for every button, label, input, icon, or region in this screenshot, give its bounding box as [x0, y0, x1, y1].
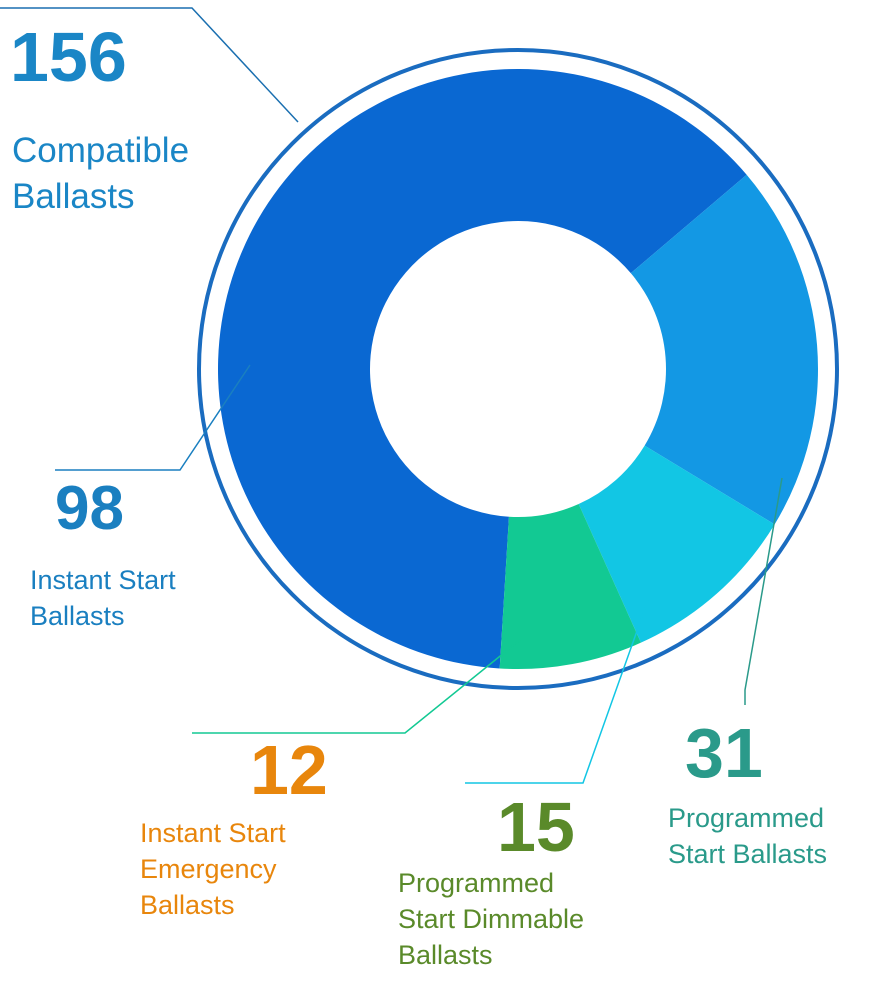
- category-label: Programmed Start Ballasts: [668, 803, 828, 869]
- value-label: 98: [55, 474, 124, 543]
- donut-segment: [217, 69, 747, 669]
- total-value: 156: [10, 18, 127, 96]
- donut-segment: [630, 174, 818, 525]
- category-label: Instant Start Ballasts: [30, 565, 176, 631]
- value-label: 15: [497, 788, 575, 866]
- value-label: 31: [685, 714, 763, 792]
- value-label: 12: [250, 731, 328, 809]
- donut: [217, 69, 818, 669]
- leader-line: [192, 639, 521, 734]
- leader-line: [55, 364, 251, 471]
- category-label: Programmed Start Dimmable Ballasts: [398, 868, 585, 970]
- leader-line: [0, 7, 299, 123]
- category-label: Instant Start Emergency Ballasts: [140, 818, 286, 920]
- outer-ring: [197, 48, 839, 690]
- donut-segment: [499, 504, 641, 669]
- donut-segment: [578, 445, 775, 643]
- total-label: Compatible Ballasts: [12, 131, 190, 216]
- leader-line: [465, 599, 649, 784]
- leader-line: [744, 477, 783, 705]
- leader-lines: [0, 7, 783, 784]
